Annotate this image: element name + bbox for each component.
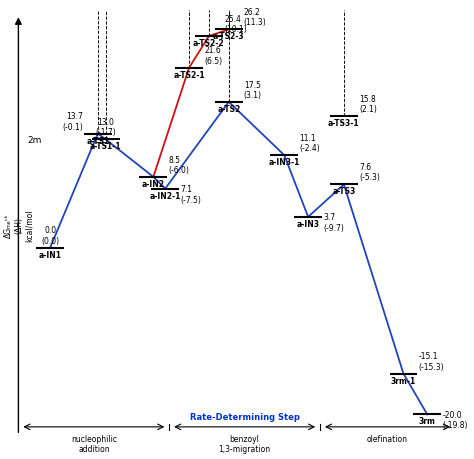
Text: 15.8
(2.1): 15.8 (2.1) xyxy=(359,95,377,114)
Text: 13.0
(-1.7): 13.0 (-1.7) xyxy=(95,118,116,137)
Text: a-IN1: a-IN1 xyxy=(39,250,62,259)
Text: 25.4
(10.1): 25.4 (10.1) xyxy=(224,15,247,34)
Text: -15.1
(-15.3): -15.1 (-15.3) xyxy=(419,352,444,371)
Text: a-IN2: a-IN2 xyxy=(142,179,165,189)
Text: benzoyl
1,3-migration: benzoyl 1,3-migration xyxy=(219,434,271,453)
Text: a-TS2: a-TS2 xyxy=(217,105,240,114)
Text: 21.6
(6.5): 21.6 (6.5) xyxy=(204,46,222,66)
Text: Rate-Determining Step: Rate-Determining Step xyxy=(190,412,300,420)
Text: 26.2
(11.3): 26.2 (11.3) xyxy=(244,8,266,28)
Text: 17.5
(3.1): 17.5 (3.1) xyxy=(244,80,262,100)
Text: 3rm: 3rm xyxy=(419,416,436,425)
Text: a-IN3-1: a-IN3-1 xyxy=(269,158,300,167)
Text: a-IN2-1: a-IN2-1 xyxy=(150,191,181,200)
Text: 3rm-1: 3rm-1 xyxy=(391,376,416,385)
Text: olefination: olefination xyxy=(367,434,408,442)
Text: a-TS2-3: a-TS2-3 xyxy=(213,33,245,41)
Text: 0.0
(0.0): 0.0 (0.0) xyxy=(41,226,59,245)
Text: a-TS3: a-TS3 xyxy=(332,187,356,196)
Text: -20.0
(-19.8): -20.0 (-19.8) xyxy=(442,410,468,430)
Text: 3.7
(-9.7): 3.7 (-9.7) xyxy=(323,213,344,232)
Text: a-IN3: a-IN3 xyxy=(297,219,319,229)
Text: a-TS3-1: a-TS3-1 xyxy=(328,119,360,128)
Text: 2m: 2m xyxy=(27,135,41,144)
Text: 7.1
(-7.5): 7.1 (-7.5) xyxy=(180,185,201,204)
Text: a-TS2-2: a-TS2-2 xyxy=(193,39,225,48)
Text: a-TS1-1: a-TS1-1 xyxy=(90,142,121,151)
Text: nucleophilic
addition: nucleophilic addition xyxy=(71,434,117,453)
Text: a-TS1: a-TS1 xyxy=(86,136,109,146)
Text: 7.6
(-5.3): 7.6 (-5.3) xyxy=(359,162,380,182)
Text: a-TS2-1: a-TS2-1 xyxy=(173,71,205,79)
Text: ΔGₘₑᶜᵏ
(ΔH)
kcal/mol: ΔGₘₑᶜᵏ (ΔH) kcal/mol xyxy=(4,209,34,241)
Text: 8.5
(-6.0): 8.5 (-6.0) xyxy=(168,155,189,174)
Text: 13.7
(-0.1): 13.7 (-0.1) xyxy=(62,112,82,131)
Text: 11.1
(-2.4): 11.1 (-2.4) xyxy=(300,134,320,153)
